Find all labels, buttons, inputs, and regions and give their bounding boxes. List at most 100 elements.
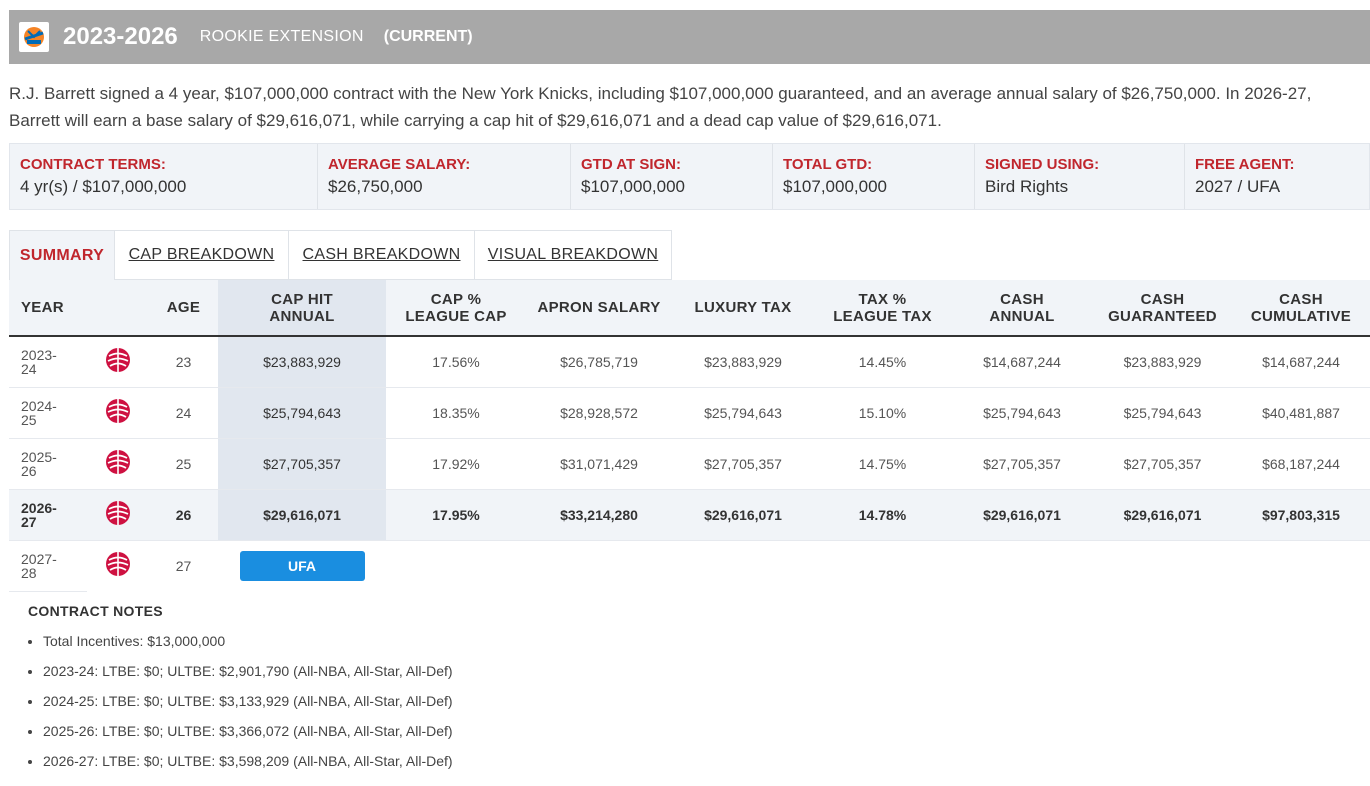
year-line2: 25 <box>21 411 37 428</box>
year-cell: 2026- 27 <box>9 489 87 541</box>
term-total-gtd: TOTAL GTD: $107,000,000 <box>773 144 975 209</box>
col-cap-pct-line1: CAP % <box>430 290 482 308</box>
list-item: 2024-25: LTBE: $0; ULTBE: $3,133,929 (Al… <box>43 693 453 723</box>
age-cell: 23 <box>149 336 218 388</box>
luxury-tax-cell: $23,883,929 <box>672 336 814 388</box>
cash-annual-cell: $27,705,357 <box>951 438 1093 490</box>
age-cell: 25 <box>149 438 218 490</box>
raptors-logo-icon[interactable] <box>105 551 131 580</box>
team-cell <box>87 336 149 388</box>
term-contract-terms: CONTRACT TERMS: 4 yr(s) / $107,000,000 <box>10 144 318 209</box>
apron-cell: $28,928,572 <box>526 387 672 439</box>
list-item: 2025-26: LTBE: $0; ULTBE: $3,366,072 (Al… <box>43 723 453 753</box>
col-cap-hit: CAP HIT ANNUAL <box>218 280 386 337</box>
cap-pct-cell: 17.56% <box>386 336 526 388</box>
col-cash-annual-line1: CASH <box>1000 290 1044 308</box>
cap-pct-cell: 17.92% <box>386 438 526 490</box>
term-label: AVERAGE SALARY: <box>328 156 471 173</box>
list-item: 2023-24: LTBE: $0; ULTBE: $2,901,790 (Al… <box>43 663 453 693</box>
contract-notes: CONTRACT NOTES Total Incentives: $13,000… <box>28 603 453 783</box>
col-tax-pct-line2: LEAGUE TAX <box>833 307 932 325</box>
raptors-logo-icon[interactable] <box>105 449 131 478</box>
year-line1: 2026- <box>21 499 57 516</box>
cash-cum-cell: $97,803,315 <box>1232 489 1370 541</box>
term-signed-using: SIGNED USING: Bird Rights <box>975 144 1185 209</box>
cash-gtd-cell: $29,616,071 <box>1093 489 1232 541</box>
col-cap-hit-line1: CAP HIT <box>271 290 333 308</box>
tab-summary[interactable]: SUMMARY <box>9 230 115 280</box>
table-row-current: 2026- 27 26 $29,616,071 17.95% $33,214,28… <box>9 489 1370 541</box>
table-row-free-agency: 2027- 28 27 UFA <box>9 540 1370 592</box>
term-label: FREE AGENT: <box>1195 156 1295 173</box>
cash-annual-cell: $25,794,643 <box>951 387 1093 439</box>
col-tax-pct: TAX % LEAGUE TAX <box>814 280 951 337</box>
cash-gtd-cell: $23,883,929 <box>1093 336 1232 388</box>
contract-type: ROOKIE EXTENSION <box>199 28 364 45</box>
team-cell <box>87 438 149 490</box>
col-cash-guaranteed: CASH GUARANTEED <box>1093 280 1232 337</box>
term-value: Bird Rights <box>985 177 1069 196</box>
term-value: $26,750,000 <box>328 177 423 196</box>
cash-cum-cell: $68,187,244 <box>1232 438 1370 490</box>
col-cap-hit-line2: ANNUAL <box>269 307 335 325</box>
year-line1: 2023- <box>21 346 57 363</box>
raptors-logo-icon[interactable] <box>105 500 131 529</box>
col-cash-cum-line1: CASH <box>1279 290 1323 308</box>
luxury-tax-cell: $25,794,643 <box>672 387 814 439</box>
year-cell: 2023- 24 <box>9 336 87 388</box>
cap-hit-cell: $29,616,071 <box>218 489 386 541</box>
cash-gtd-cell: $25,794,643 <box>1093 387 1232 439</box>
term-free-agent: FREE AGENT: 2027 / UFA <box>1185 144 1369 209</box>
ufa-cell: UFA <box>218 540 386 591</box>
team-cell <box>87 489 149 541</box>
cap-hit-cell: $25,794,643 <box>218 387 386 439</box>
cash-annual-cell: $14,687,244 <box>951 336 1093 388</box>
col-cash-cum-line2: CUMULATIVE <box>1250 307 1352 325</box>
tax-pct-cell: 14.75% <box>814 438 951 490</box>
term-label: SIGNED USING: <box>985 156 1100 173</box>
cash-cum-cell: $40,481,887 <box>1232 387 1370 439</box>
term-value: $107,000,000 <box>783 177 887 196</box>
tab-cash-breakdown[interactable]: CASH BREAKDOWN <box>289 230 475 280</box>
contract-summary: R.J. Barrett signed a 4 year, $107,000,0… <box>9 84 1312 130</box>
contract-terms: CONTRACT TERMS: 4 yr(s) / $107,000,000 A… <box>9 143 1370 210</box>
year-line2: 24 <box>21 360 37 377</box>
notes-list: Total Incentives: $13,000,000 2023-24: L… <box>28 633 453 783</box>
tab-cap-breakdown[interactable]: CAP BREAKDOWN <box>115 230 289 280</box>
cap-pct-cell: 18.35% <box>386 387 526 439</box>
year-line2: 28 <box>21 564 37 581</box>
year-line1: 2027- <box>21 550 57 567</box>
age-cell: 27 <box>175 557 192 574</box>
tax-pct-cell: 14.78% <box>814 489 951 541</box>
col-cash-cumulative: CASH CUMULATIVE <box>1232 280 1370 337</box>
term-gtd-at-sign: GTD AT SIGN: $107,000,000 <box>571 144 773 209</box>
knicks-logo-icon <box>19 22 49 52</box>
col-cash-annual-line2: ANNUAL <box>989 307 1055 325</box>
term-label: TOTAL GTD: <box>783 156 873 173</box>
age-cell: 24 <box>149 387 218 439</box>
team-cell <box>87 387 149 439</box>
year-cell: 2027- 28 <box>9 540 87 592</box>
contract-table: YEAR AGE CAP HIT ANNUAL CAP % LEAGUE CAP A… <box>9 280 1370 592</box>
raptors-logo-icon[interactable] <box>105 347 131 376</box>
col-apron-salary: APRON SALARY <box>526 280 672 337</box>
cash-cum-cell: $14,687,244 <box>1232 336 1370 388</box>
tax-pct-cell: 15.10% <box>814 387 951 439</box>
tab-visual-breakdown[interactable]: VISUAL BREAKDOWN <box>475 230 672 280</box>
raptors-logo-icon[interactable] <box>105 398 131 427</box>
cap-pct-cell: 17.95% <box>386 489 526 541</box>
breakdown-tabs: SUMMARY CAP BREAKDOWN CASH BREAKDOWN VIS… <box>9 230 672 280</box>
contract-status: (CURRENT) <box>383 28 473 45</box>
cap-hit-cell: $23,883,929 <box>218 336 386 388</box>
apron-cell: $33,214,280 <box>526 489 672 541</box>
cap-hit-cell: $27,705,357 <box>218 438 386 490</box>
col-cap-pct: CAP % LEAGUE CAP <box>386 280 526 337</box>
col-team <box>87 280 149 337</box>
luxury-tax-cell: $27,705,357 <box>672 438 814 490</box>
term-label: CONTRACT TERMS: <box>20 156 166 173</box>
table-row: 2025- 26 25 $27,705,357 17.92% $31,071,42… <box>9 438 1370 490</box>
ufa-badge[interactable]: UFA <box>239 550 365 581</box>
luxury-tax-cell: $29,616,071 <box>672 489 814 541</box>
year-cell: 2025- 26 <box>9 438 87 490</box>
table-header-row: YEAR AGE CAP HIT ANNUAL CAP % LEAGUE CAP A… <box>9 280 1370 337</box>
